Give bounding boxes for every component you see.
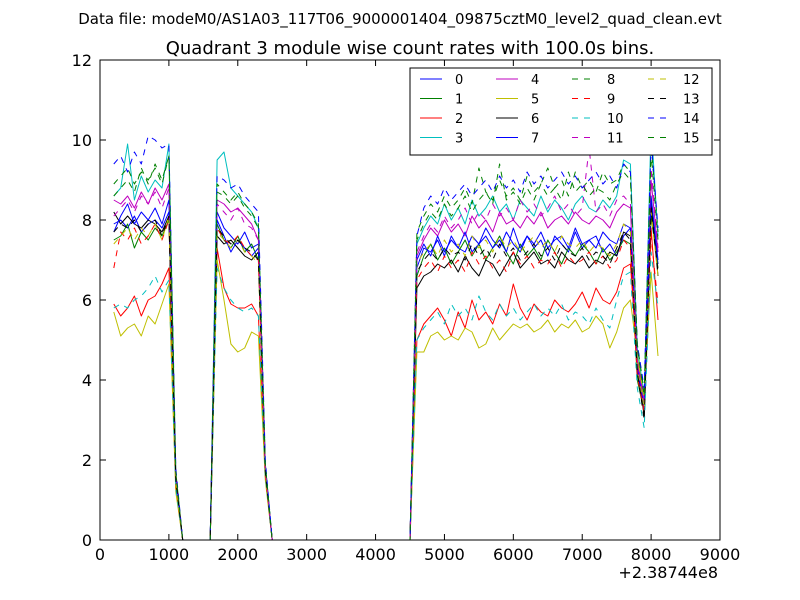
y-tick-label: 4	[82, 371, 92, 390]
legend-label-15: 15	[683, 132, 700, 147]
x-tick-label: 6000	[493, 545, 534, 564]
legend-label-9: 9	[607, 93, 615, 108]
axis-ticks: 0 1000 2000 3000 4000 5000 6000 7000 8000 9000 0 2 4…	[72, 51, 741, 564]
legend-label-2: 2	[455, 112, 463, 127]
legend-label-12: 12	[683, 73, 700, 88]
y-tick-label: 10	[72, 131, 92, 150]
legend-label-4: 4	[531, 73, 539, 88]
x-tick-label: 7000	[562, 545, 603, 564]
x-tick-label: 1000	[149, 545, 190, 564]
x-tick-label: 2000	[217, 545, 258, 564]
legend-label-7: 7	[531, 132, 539, 147]
x-axis-offset-label: +2.38744e8	[618, 563, 718, 582]
y-tick-label: 2	[82, 451, 92, 470]
legend-label-11: 11	[607, 132, 624, 147]
x-tick-label: 5000	[424, 545, 465, 564]
y-tick-label: 6	[82, 291, 92, 310]
figure-suptitle: Data file: modeM0/AS1A03_117T06_90000014…	[78, 10, 722, 29]
x-tick-label: 0	[95, 545, 105, 564]
x-tick-label: 4000	[355, 545, 396, 564]
chart-title: Quadrant 3 module wise count rates with …	[166, 38, 655, 59]
legend-label-13: 13	[683, 93, 700, 108]
y-tick-label: 0	[82, 531, 92, 550]
legend-label-1: 1	[455, 93, 463, 108]
legend-label-0: 0	[455, 73, 463, 88]
legend-label-5: 5	[531, 93, 539, 108]
series-line-11	[113, 147, 659, 541]
x-tick-label: 9000	[700, 545, 741, 564]
legend-label-10: 10	[607, 112, 624, 127]
legend-label-3: 3	[455, 132, 463, 147]
legend-label-8: 8	[607, 73, 615, 88]
x-tick-label: 8000	[631, 545, 672, 564]
legend-label-14: 14	[683, 112, 700, 127]
legend-label-6: 6	[531, 112, 539, 127]
legend-box	[409, 67, 713, 156]
x-tick-label: 3000	[286, 545, 327, 564]
y-tick-label: 12	[72, 51, 92, 70]
y-tick-label: 8	[82, 211, 92, 230]
